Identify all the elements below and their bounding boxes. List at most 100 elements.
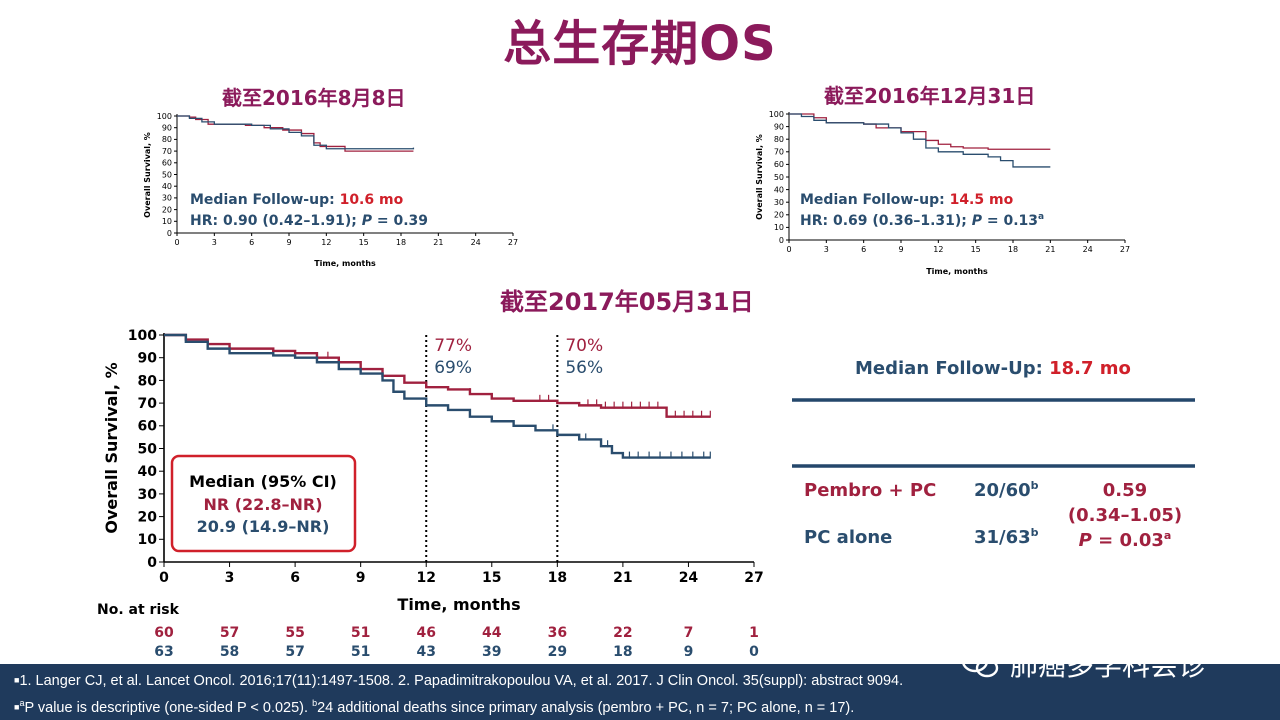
risk-count-pc: 18	[613, 644, 632, 660]
risk-count-pembro: 55	[285, 625, 304, 641]
y-axis-label: Overall Survival, %	[102, 362, 121, 533]
y-tick-label: 40	[138, 464, 158, 480]
summary-events-sup: b	[1031, 479, 1039, 492]
km-chart-3: 0 3 6 9 12 15 18 21 24 270102030405060708090100Ti…	[97, 328, 764, 660]
risk-count-pembro: 44	[482, 625, 502, 641]
x-axis-label: Time, months	[314, 259, 376, 268]
risk-count-pc: 0	[749, 644, 759, 660]
summary-events-sup: b	[1031, 526, 1039, 539]
x-tick-label: 21	[613, 570, 632, 586]
y-tick-label: 10	[162, 217, 172, 226]
p-label: P	[362, 213, 373, 229]
hr-value: HR: 0.90 (0.42–1.91);	[190, 213, 362, 229]
footnote-line2-mid: P value is descriptive (one-sided P < 0.…	[24, 699, 313, 716]
footnote-references: ■1. Langer CJ, et al. Lancet Oncol. 2016…	[14, 673, 903, 689]
risk-count-pc: 29	[548, 644, 567, 660]
y-tick-label: 60	[162, 159, 172, 168]
marker-red-label: 70%	[565, 336, 603, 356]
x-tick-label: 27	[1120, 245, 1130, 254]
y-tick-label: 0	[779, 236, 784, 245]
km-chart-1: 0 3 6 9 12 15 18 21 24 27 0 10 20 30 40 50 60 70 80 90 100 Ti…	[143, 112, 518, 268]
summary-panel: Median Follow-Up: 18.7 mo Pembro + PC 20/6…	[792, 358, 1195, 551]
x-tick-label: 0	[174, 238, 179, 247]
y-axis-label: Overall Survival, %	[143, 132, 152, 218]
x-tick-label: 0	[159, 570, 169, 586]
y-tick-label: 50	[138, 441, 158, 457]
risk-count-pc: 57	[285, 644, 304, 660]
chart1-subtitle: 截至2016年8月8日	[222, 86, 406, 110]
x-tick-label: 18	[1008, 245, 1018, 254]
x-tick-label: 27	[744, 570, 763, 586]
x-tick-label: 15	[359, 238, 369, 247]
follow-up-text: Median Follow-up: 10.6 mo	[190, 192, 404, 208]
y-tick-label: 40	[162, 182, 172, 191]
x-tick-label: 21	[1045, 245, 1055, 254]
x-tick-label: 18	[548, 570, 567, 586]
risk-table-label: No. at risk	[97, 602, 180, 618]
series-line-pembro	[789, 113, 1051, 150]
x-tick-label: 12	[416, 570, 435, 586]
follow-up-value: 10.6 mo	[340, 192, 404, 208]
summary-events-value: 20/60	[974, 480, 1031, 501]
summary-followup-value: 18.7 mo	[1049, 358, 1131, 379]
p-value: = 0.13	[982, 213, 1038, 229]
y-tick-label: 100	[769, 110, 784, 119]
y-tick-label: 70	[774, 148, 784, 157]
y-tick-label: 90	[138, 351, 158, 367]
y-tick-label: 100	[128, 328, 157, 344]
summary-followup-label: Median Follow-Up:	[855, 358, 1049, 379]
follow-up-label: Median Follow-up:	[800, 192, 950, 208]
x-tick-label: 0	[786, 245, 791, 254]
page-title: 总生存期OS	[503, 16, 777, 72]
risk-count-pembro: 1	[749, 625, 759, 641]
y-tick-label: 80	[774, 135, 784, 144]
watermark-text: 肺癌多学科会诊	[1010, 649, 1207, 682]
x-tick-label: 6	[249, 238, 254, 247]
summary-events: 31/63b	[974, 526, 1039, 548]
risk-count-pembro: 36	[548, 625, 567, 641]
follow-up-text: Median Follow-up: 14.5 mo	[800, 192, 1014, 208]
x-tick-label: 15	[482, 570, 501, 586]
summary-p: P = 0.03a	[1079, 529, 1172, 551]
wechat-icon	[961, 649, 999, 678]
footnote-line2-end: 24 additional deaths since primary analy…	[317, 699, 855, 716]
y-tick-label: 50	[774, 173, 784, 182]
y-tick-label: 60	[774, 160, 784, 169]
x-tick-label: 3	[824, 245, 829, 254]
x-tick-label: 9	[356, 570, 366, 586]
p-label: P	[972, 213, 983, 229]
series-line-pc	[789, 113, 1051, 168]
y-tick-label: 10	[138, 532, 158, 548]
risk-count-pembro: 57	[220, 625, 239, 641]
y-tick-label: 40	[774, 185, 784, 194]
summary-events-value: 31/63	[974, 527, 1031, 548]
summary-events: 20/60b	[974, 479, 1039, 501]
y-tick-label: 0	[167, 229, 172, 238]
series-line-pc	[164, 333, 711, 459]
y-tick-label: 30	[138, 487, 158, 503]
x-tick-label: 27	[508, 238, 518, 247]
median-box-pc: 20.9 (14.9–NR)	[197, 517, 330, 536]
marker-blue-label: 69%	[434, 358, 472, 378]
x-tick-label: 15	[971, 245, 981, 254]
risk-count-pc: 43	[416, 644, 435, 660]
x-tick-label: 12	[321, 238, 331, 247]
y-tick-label: 30	[162, 194, 172, 203]
p-superscript: a	[1038, 212, 1044, 222]
summary-followup: Median Follow-Up: 18.7 mo	[855, 358, 1131, 379]
y-tick-label: 100	[157, 112, 172, 121]
footer-bar: ■1. Langer CJ, et al. Lancet Oncol. 2016…	[0, 664, 1280, 720]
y-tick-label: 20	[138, 510, 158, 526]
risk-count-pembro: 7	[684, 625, 694, 641]
y-tick-label: 70	[138, 396, 158, 412]
x-tick-label: 9	[286, 238, 291, 247]
y-tick-label: 30	[774, 198, 784, 207]
footnote-line1: 1. Langer CJ, et al. Lancet Oncol. 2016;…	[19, 673, 904, 689]
x-axis-label: Time, months	[397, 595, 520, 614]
x-tick-label: 24	[679, 570, 699, 586]
hr-text: HR: 0.90 (0.42–1.91); P = 0.39	[190, 213, 428, 229]
charts-canvas: 0 3 6 9 12 15 18 21 24 270102030405060708090100Ti…	[97, 110, 1195, 660]
km-chart-2: 0 3 6 9 12 15 18 21 24 27 0 10 20 30 40 50 60 70 80 90 100 Ti…	[755, 110, 1130, 276]
y-tick-label: 80	[138, 373, 158, 389]
risk-count-pembro: 51	[351, 625, 370, 641]
